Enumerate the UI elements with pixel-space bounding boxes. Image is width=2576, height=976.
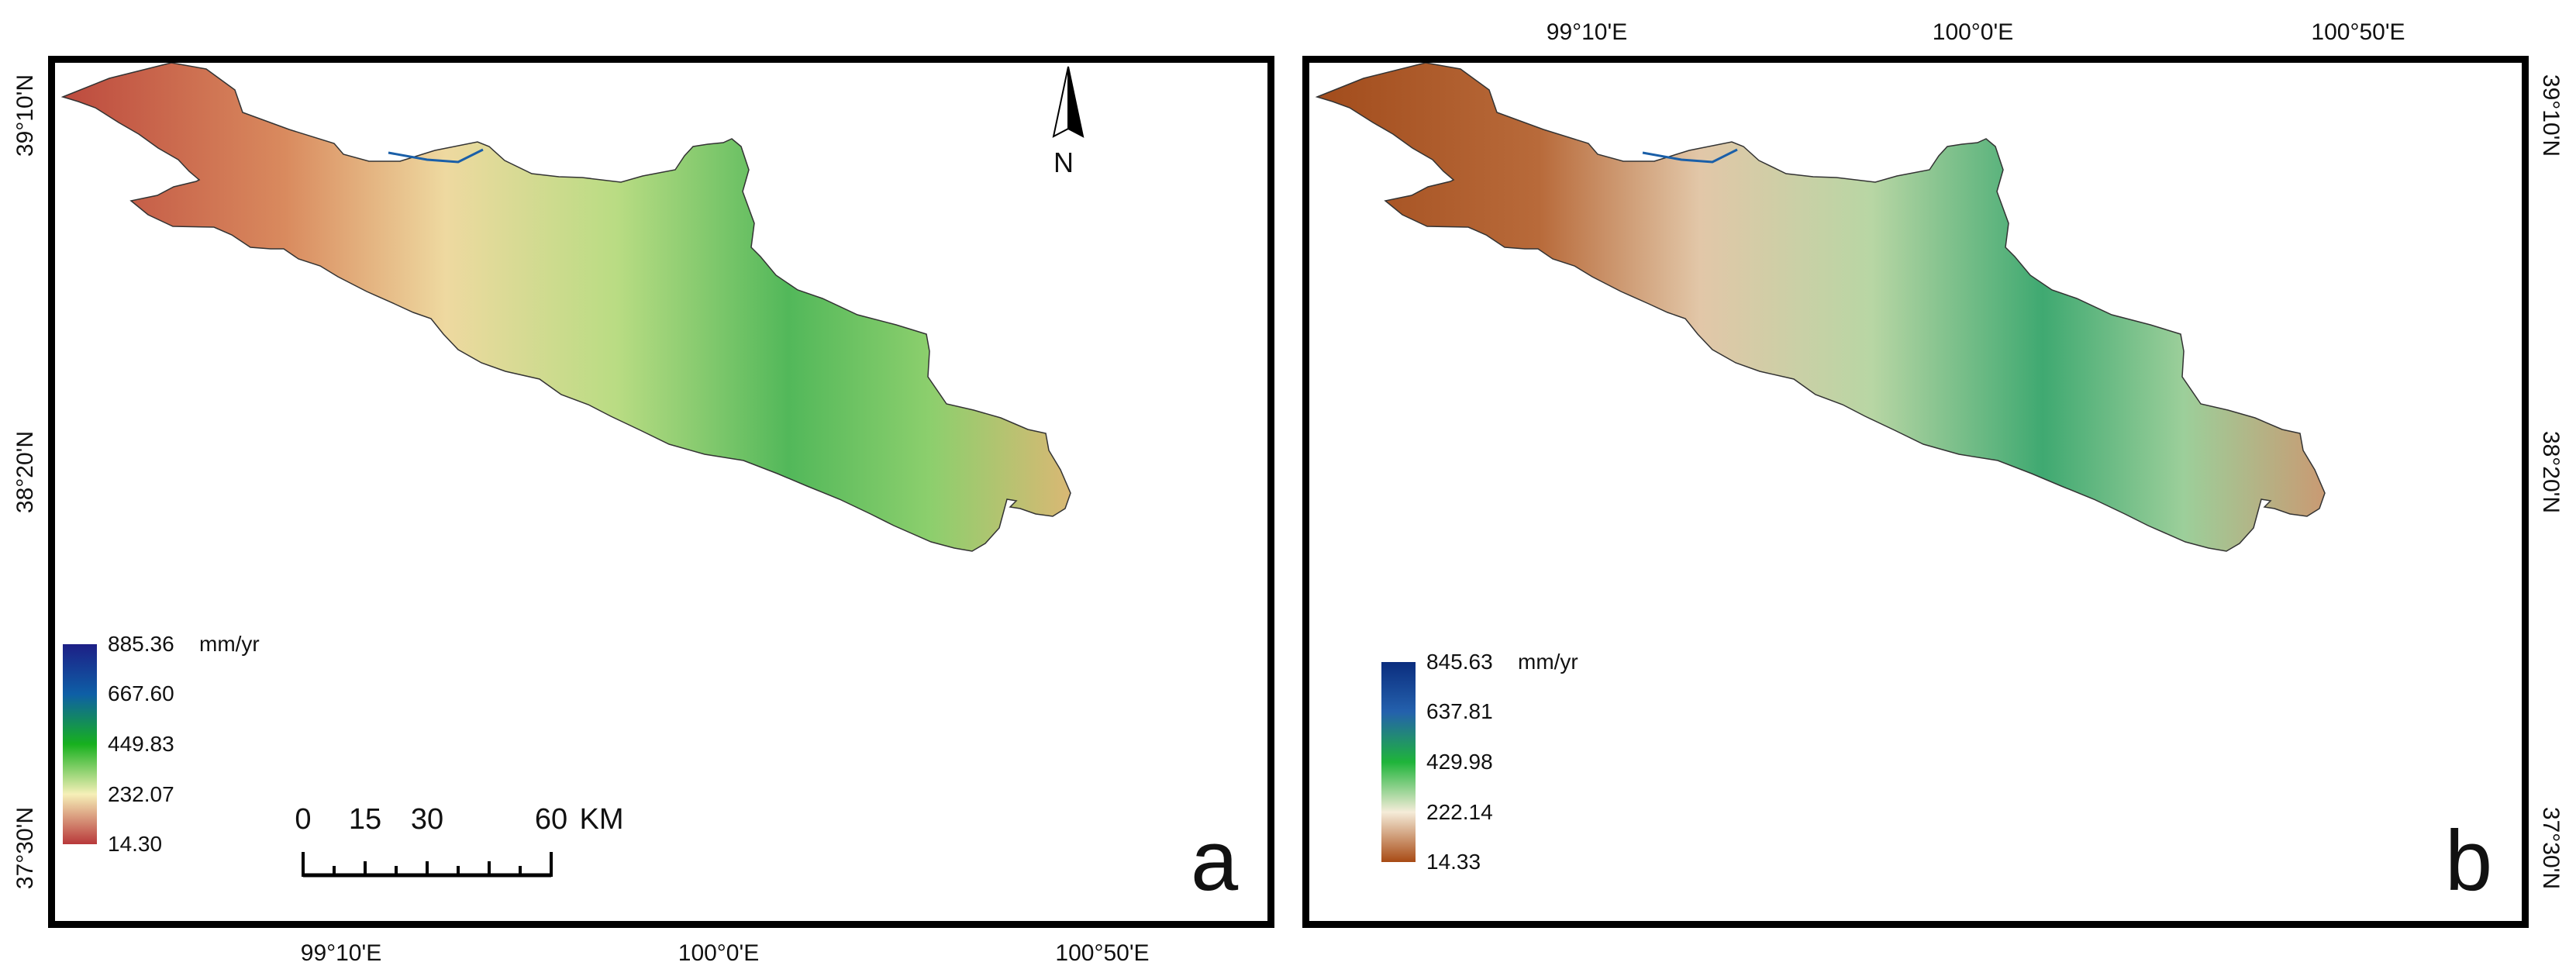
basin-shape-a bbox=[60, 63, 1071, 552]
north-arrow-label: N bbox=[1054, 147, 1074, 178]
scale-bar: 0 15 30 60 KM bbox=[295, 803, 624, 888]
longitude-label-b-1: 99°10'E bbox=[1546, 19, 1628, 45]
latitude-label-a-3: 37°30'N bbox=[12, 806, 38, 890]
scale-bar-label-60: 60 bbox=[534, 803, 568, 836]
basin-river-b bbox=[1642, 148, 1738, 164]
map-panel-a: N 885.36 667.60 449.83 232.07 14.30 mm/y… bbox=[48, 56, 1274, 928]
legend-b-value-4: 222.14 bbox=[1426, 800, 1493, 824]
latitude-label-b-3: 37°30'N bbox=[2538, 806, 2564, 890]
scale-bar-label-30: 30 bbox=[410, 803, 444, 836]
latitude-label-a-2: 38°20'N bbox=[12, 430, 38, 514]
longitude-label-a-1: 99°10'E bbox=[300, 940, 382, 966]
panel-label-a: a bbox=[1191, 813, 1239, 909]
legend-a-value-4: 232.07 bbox=[108, 782, 174, 806]
latitude-label-b-1: 39°10'N bbox=[2538, 74, 2564, 157]
longitude-label-a-2: 100°0'E bbox=[678, 940, 760, 966]
longitude-label-a-3: 100°50'E bbox=[1055, 940, 1150, 966]
north-arrow-icon bbox=[1052, 66, 1085, 138]
latitude-label-a-1: 39°10'N bbox=[12, 74, 38, 157]
legend-b-value-3: 429.98 bbox=[1426, 750, 1493, 774]
map-panel-b: 845.63 637.81 429.98 222.14 14.33 mm/yr … bbox=[1302, 56, 2529, 928]
basin-map-b bbox=[1315, 63, 2326, 552]
legend-a-color-ramp bbox=[63, 644, 97, 844]
legend-a-value-3: 449.83 bbox=[108, 732, 174, 756]
scale-bar-label-0: 0 bbox=[295, 803, 312, 836]
legend-b-value-min: 14.33 bbox=[1426, 850, 1481, 874]
legend-a-value-max: 885.36 bbox=[108, 632, 174, 656]
legend-b-color-ramp bbox=[1381, 662, 1416, 862]
legend-b-unit: mm/yr bbox=[1518, 650, 1578, 674]
legend-a-value-min: 14.30 bbox=[108, 832, 163, 856]
legend-b-value-2: 637.81 bbox=[1426, 699, 1493, 723]
latitude-label-b-2: 38°20'N bbox=[2538, 430, 2564, 514]
basin-river-a bbox=[388, 148, 484, 164]
scale-bar-ruler bbox=[302, 852, 553, 878]
north-arrow: N bbox=[1047, 63, 1102, 178]
basin-map-a bbox=[60, 63, 1071, 552]
longitude-label-b-2: 100°0'E bbox=[1932, 19, 2014, 45]
longitude-label-b-3: 100°50'E bbox=[2311, 19, 2405, 45]
legend-a-value-2: 667.60 bbox=[108, 681, 174, 705]
scale-bar-unit: KM bbox=[579, 803, 624, 836]
legend-a-unit: mm/yr bbox=[199, 632, 260, 656]
basin-shape-b bbox=[1315, 63, 2326, 552]
panel-label-b: b bbox=[2445, 813, 2493, 909]
legend-b-value-max: 845.63 bbox=[1426, 650, 1493, 674]
scale-bar-label-15: 15 bbox=[348, 803, 382, 836]
